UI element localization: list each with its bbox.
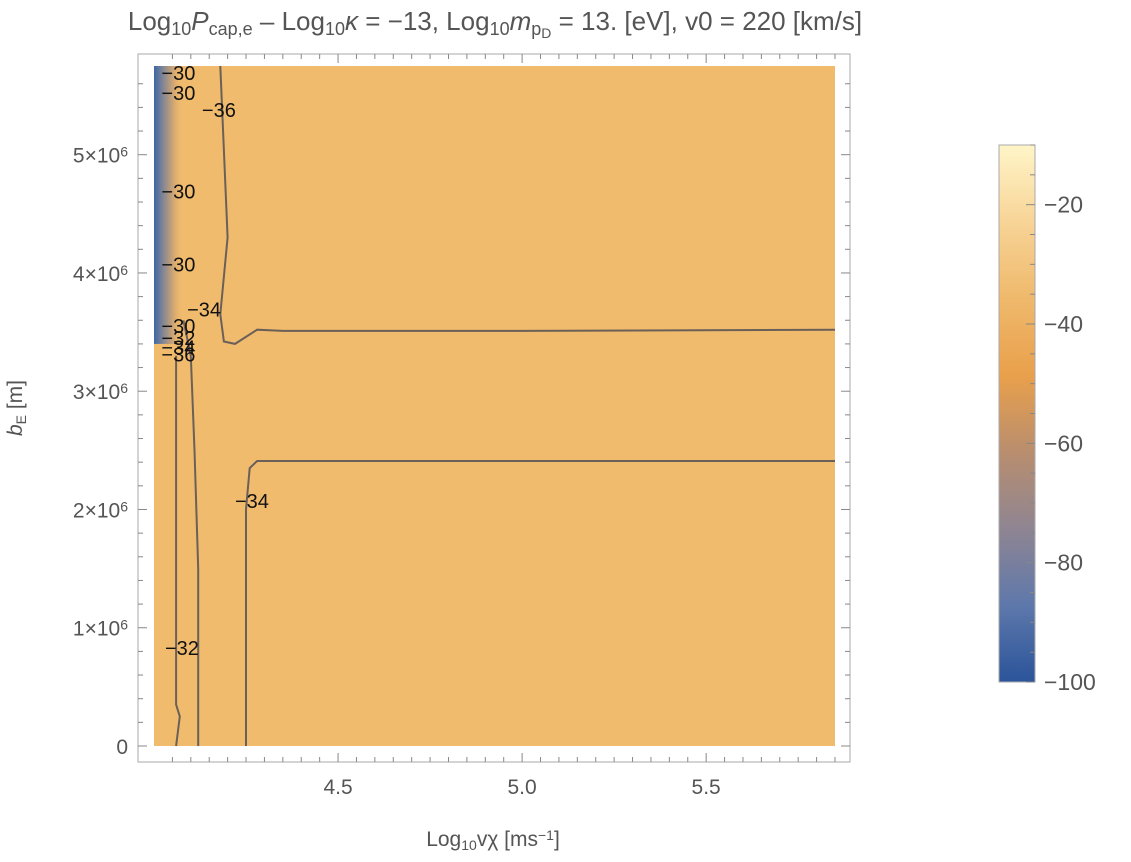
plot-area: −30−30−36−30−30−34−30−32−34−36−34−32 4.5… xyxy=(73,53,851,799)
colorbar-tick-label: −20 xyxy=(1044,192,1083,218)
colorbar-tick-label: −100 xyxy=(1044,669,1096,695)
y-axis: 0 1×106 2×106 3×106 4×106 5×106 xyxy=(73,83,850,759)
contour-label: −34 xyxy=(187,300,221,322)
colorbar: −20 −40 −60 −80 −100 xyxy=(998,144,1096,695)
x-axis-label: Log10vχ [ms−1] xyxy=(426,827,560,853)
contour-label: −30 xyxy=(161,255,195,277)
contour-label: −36 xyxy=(161,345,195,367)
contour-label: −36 xyxy=(202,100,236,122)
contour-line-0 xyxy=(219,65,836,345)
y-tick-label: 0 xyxy=(116,736,128,759)
contour-lines xyxy=(175,65,836,747)
heatmap-background xyxy=(154,66,835,746)
y-tick-label: 2×106 xyxy=(73,498,128,522)
y-tick-label: 3×106 xyxy=(73,380,128,404)
contour-line-1 xyxy=(245,460,835,746)
contour-label: −34 xyxy=(161,338,195,360)
contour-label: −30 xyxy=(161,83,195,105)
contour-label: −32 xyxy=(165,638,199,660)
plot-frame xyxy=(137,53,851,763)
y-axis-label: bE [m] xyxy=(4,380,29,436)
x-tick-label: 5.5 xyxy=(692,776,721,799)
contour-line-2 xyxy=(182,320,200,746)
contour-line-3 xyxy=(175,355,181,747)
x-axis: 4.5 5.0 5.5 xyxy=(171,54,836,799)
y-tick-label: 5×106 xyxy=(73,143,128,167)
colorbar-tick-label: −40 xyxy=(1044,311,1083,337)
y-tick-label: 4×106 xyxy=(73,262,128,286)
contour-label: −30 xyxy=(161,63,195,85)
heatmap-low-region xyxy=(154,66,184,344)
colorbar-ticks: −20 −40 −60 −80 −100 xyxy=(1026,144,1096,695)
contour-label: −34 xyxy=(235,491,269,513)
contour-label: −30 xyxy=(161,181,195,203)
colorbar-tick-label: −60 xyxy=(1044,430,1083,456)
contour-label: −32 xyxy=(161,328,195,350)
colorbar-tick-label: −80 xyxy=(1044,550,1083,576)
x-tick-label: 5.0 xyxy=(508,776,537,799)
x-tick-label: 4.5 xyxy=(323,776,352,799)
y-tick-label: 1×106 xyxy=(73,616,128,640)
colorbar-gradient xyxy=(998,144,1036,683)
chart-title: Log10Pcap,e – Log10κ = −13, Log10mpD = 1… xyxy=(128,6,862,41)
contour-label: −30 xyxy=(161,316,195,338)
contour-labels: −30−30−36−30−30−34−30−32−34−36−34−32 xyxy=(161,63,269,660)
